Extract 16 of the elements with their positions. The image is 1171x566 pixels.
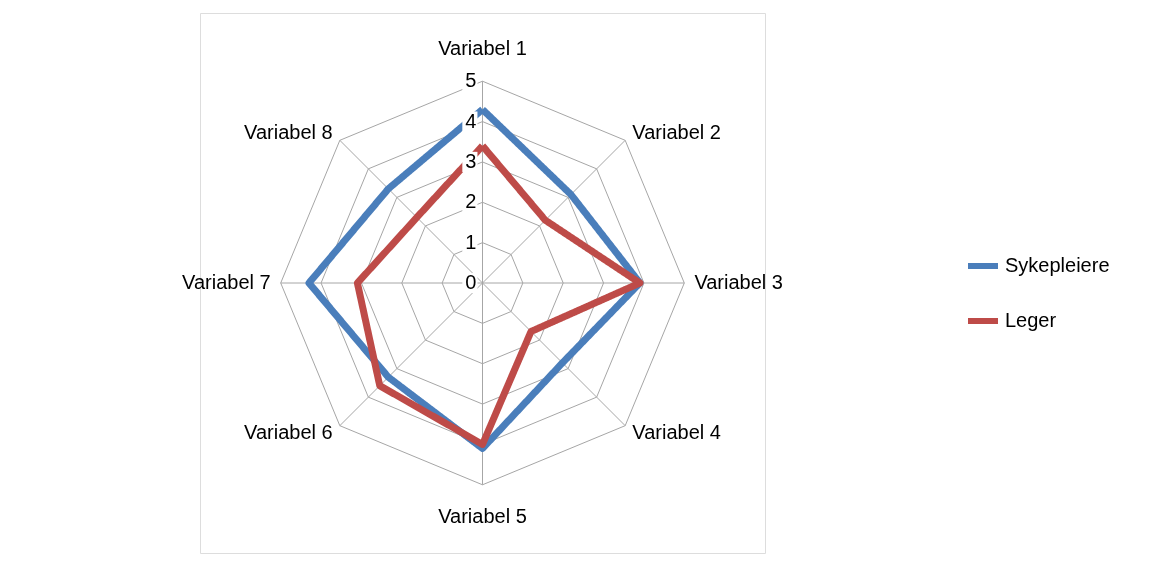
spoke-label: Variabel 5 — [438, 505, 527, 528]
y-tick-label: 4 — [465, 109, 477, 132]
spoke-label: Variabel 2 — [632, 121, 721, 144]
spoke-label: Variabel 1 — [438, 36, 527, 59]
y-tick-label: 0 — [465, 271, 477, 293]
spoke-label: Variabel 8 — [244, 121, 333, 144]
spoke-label: Variabel 3 — [694, 271, 783, 293]
spoke-label: Variabel 7 — [182, 271, 271, 293]
spoke-label: Variabel 4 — [632, 420, 721, 443]
spoke-label: Variabel 6 — [244, 420, 333, 443]
y-tick-label: 5 — [465, 69, 477, 92]
y-tick-label: 3 — [465, 149, 477, 172]
y-tick-label: 2 — [465, 190, 477, 213]
legend-label: Leger — [1005, 309, 1057, 331]
y-tick-label: 1 — [465, 230, 477, 253]
legend-label: Sykepleiere — [1005, 254, 1110, 276]
